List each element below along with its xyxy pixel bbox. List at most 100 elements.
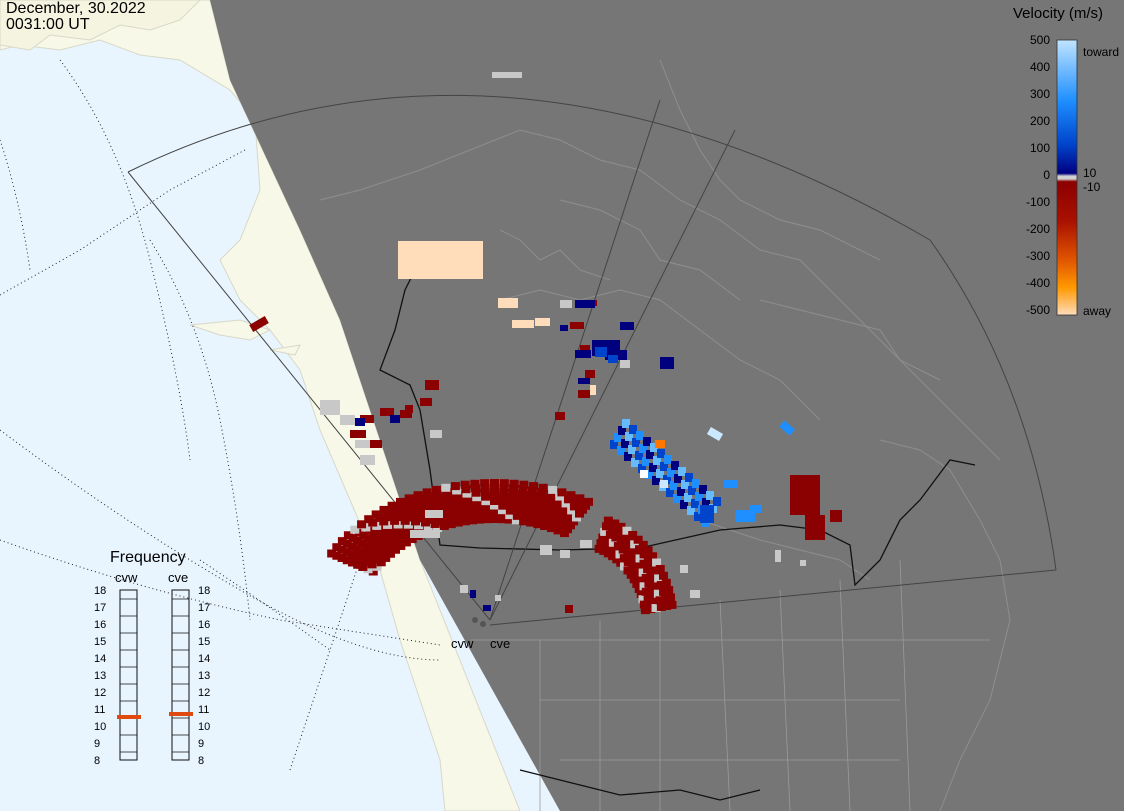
scatter-cell: [619, 531, 629, 540]
scatter-cell: [621, 540, 631, 549]
scatter-cell: [463, 494, 473, 503]
scatter-cell: [643, 593, 653, 602]
scatter-cell: [564, 510, 574, 519]
scatter-cell: [779, 420, 795, 436]
scatter-cell: [603, 516, 613, 525]
scatter-cell: [646, 450, 654, 459]
scatter-cell: [706, 491, 714, 500]
scatter-cell: [651, 568, 661, 576]
scatter-cell: [548, 505, 558, 514]
scatter-cell: [376, 551, 386, 560]
scatter-cell: [533, 496, 543, 505]
scatter-cell: [578, 390, 590, 398]
scatter-cell: [367, 552, 377, 561]
scatter-cell: [608, 524, 618, 533]
scatter-cell: [433, 524, 443, 533]
scatter-cell: [431, 485, 441, 494]
scatter-cell: [556, 522, 566, 531]
scatter-cell: [637, 577, 647, 585]
cve-frequency-marker: [169, 712, 193, 716]
scatter-cell: [357, 547, 367, 556]
scatter-cell: [347, 550, 357, 559]
scatter-cell: [557, 488, 567, 497]
scatter-cell: [631, 549, 641, 558]
scatter-cell: [667, 600, 677, 609]
scatter-cell: [633, 535, 643, 544]
scatter-cell: [595, 347, 607, 357]
scatter-cell: [649, 577, 659, 586]
scatter-cell: [415, 510, 425, 519]
scatter-cell: [355, 418, 365, 426]
scatter-cell: [498, 501, 508, 510]
scatter-cell: [524, 499, 534, 508]
scatter-cell: [610, 440, 618, 449]
scatter-cell: [655, 440, 665, 448]
scatter-cell: [546, 509, 556, 518]
scatter-cell: [674, 474, 682, 483]
scatter-cell: [625, 535, 635, 544]
scatter-cell: [516, 494, 526, 503]
scatter-cell: [430, 519, 440, 528]
scatter-cell: [566, 491, 576, 500]
scatter-cell: [636, 431, 644, 440]
cve-frequency-box: [171, 589, 190, 761]
scatter-cell: [648, 552, 658, 561]
scatter-cell: [437, 517, 447, 526]
scatter-cell: [529, 482, 539, 491]
scatter-cell: [519, 517, 529, 526]
cve-frequency-tick: 16: [198, 619, 211, 631]
scatter-cell: [619, 554, 629, 563]
scatter-cell: [370, 440, 382, 448]
scatter-cell: [656, 602, 666, 611]
scatter-cell: [691, 499, 699, 508]
scatter-cell: [623, 566, 633, 575]
scatter-cell: [630, 540, 640, 549]
scatter-cell: [332, 551, 342, 560]
scatter-cell: [542, 517, 552, 526]
scatter-cell: [605, 530, 615, 539]
cve-frequency-tick: 15: [198, 636, 211, 648]
scatter-cell: [618, 545, 628, 554]
scatter-cell: [458, 508, 468, 517]
scatter-cell: [608, 538, 618, 547]
scatter-cell: [418, 499, 428, 508]
scatter-cell: [468, 516, 478, 525]
scatter-cell: [532, 501, 542, 510]
scatter-cell: [320, 400, 340, 415]
scatter-cell: [623, 558, 633, 567]
scatter-cell: [559, 518, 569, 527]
scatter-cell: [561, 499, 571, 508]
scatter-cell: [694, 512, 702, 521]
scatter-cell: [635, 545, 645, 554]
scatter-cell: [460, 480, 470, 489]
scatter-cell: [387, 501, 397, 510]
scatter-cell: [441, 483, 451, 492]
scatter-cell: [638, 464, 646, 473]
scatter-cell: [627, 553, 637, 562]
scatter-cell: [481, 497, 491, 506]
scatter-cell: [538, 507, 548, 516]
cve-frequency-tick: 17: [198, 602, 211, 614]
scatter-cell: [652, 558, 662, 567]
scatter-cell: [603, 535, 613, 544]
scatter-cell: [681, 480, 689, 489]
colorbar-tick: -200: [1025, 222, 1050, 236]
cvw-frequency-tick: 14: [94, 653, 107, 665]
scatter-cell: [420, 503, 430, 512]
scatter-cell: [629, 425, 637, 434]
scatter-cell: [353, 536, 363, 545]
cvw-frequency-tick: 8: [94, 755, 101, 767]
scatter-cell: [631, 458, 639, 467]
scatter-cell: [482, 506, 492, 515]
scatter-cell: [662, 601, 672, 610]
site-cvw-marker: [472, 617, 478, 623]
scatter-cell: [497, 515, 507, 524]
scatter-cell: [452, 514, 462, 523]
scatter-cell: [654, 574, 664, 583]
scatter-cell: [405, 405, 413, 413]
scatter-cell: [611, 533, 621, 542]
scatter-cell: [620, 360, 630, 368]
colorbar-tick: 300: [1029, 87, 1050, 101]
scatter-cell: [526, 518, 536, 527]
frequency-panel: [117, 589, 193, 761]
